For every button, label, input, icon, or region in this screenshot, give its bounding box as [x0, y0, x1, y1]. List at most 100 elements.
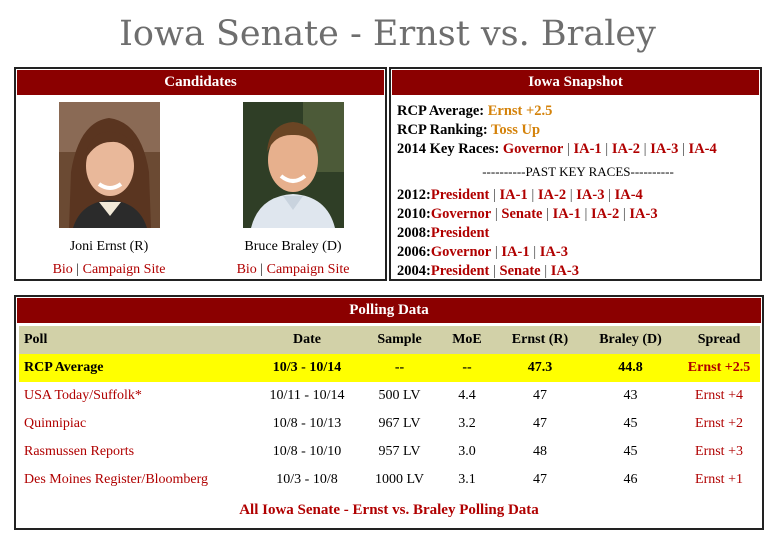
- poll-row: Rasmussen Reports 10/8 - 10/10 957 LV 3.0 48…: [19, 438, 760, 466]
- race-separator: |: [540, 263, 551, 279]
- race-link-key-ia-2[interactable]: IA-2: [611, 141, 641, 157]
- bio-link-braley[interactable]: Bio: [236, 262, 257, 277]
- race-link-ia-2[interactable]: IA-2: [537, 187, 567, 203]
- race-link-ia-3[interactable]: IA-3: [629, 206, 658, 222]
- poll-cell-date: 10/8 - 10/10: [272, 444, 342, 459]
- race-link-ia-1[interactable]: IA-1: [501, 244, 530, 260]
- race-link-ia-3[interactable]: IA-3: [550, 263, 579, 279]
- bio-link-ernst[interactable]: Bio: [52, 262, 73, 277]
- col-sample: Sample: [362, 326, 437, 354]
- race-link-key-governor[interactable]: Governor: [502, 141, 564, 157]
- poll-cell-braley: 43: [623, 388, 638, 403]
- poll-cell-spread: Ernst +4: [695, 388, 743, 403]
- poll-cell-date: 10/8 - 10/13: [272, 416, 342, 431]
- race-link-ia-1[interactable]: IA-1: [552, 206, 581, 222]
- key-races-links: Governor | IA-1 | IA-2 | IA-3 | IA-4: [503, 141, 717, 157]
- race-separator: |: [678, 141, 689, 157]
- poll-cell-sample: 1000 LV: [375, 472, 424, 487]
- candidate-braley: Bruce Braley (D) Bio | Campaign Site: [213, 102, 373, 278]
- poll-cell-poll[interactable]: Rasmussen Reports: [24, 444, 135, 459]
- poll-cell-moe: 3.1: [458, 472, 476, 487]
- race-separator: |: [619, 206, 630, 222]
- race-link-governor[interactable]: Governor: [430, 206, 492, 222]
- race-link-key-ia-3[interactable]: IA-3: [650, 141, 679, 157]
- race-separator: |: [604, 187, 615, 203]
- link-separator: |: [72, 262, 83, 277]
- col-poll: Poll: [19, 326, 252, 354]
- snapshot-body: RCP Average: Ernst +2.5 RCP Ranking: Tos…: [397, 102, 759, 281]
- poll-cell-date: 10/3 - 10/14: [252, 354, 362, 382]
- race-link-key-ia-1[interactable]: IA-1: [573, 141, 602, 157]
- poll-cell-ernst: 47: [533, 416, 547, 431]
- race-link-president[interactable]: President: [430, 225, 490, 241]
- race-link-ia-4[interactable]: IA-4: [614, 187, 643, 203]
- past-races-row: 2012:President | IA-1 | IA-2 | IA-3 | IA…: [397, 186, 759, 205]
- campaign-site-link-ernst[interactable]: Campaign Site: [82, 262, 166, 277]
- race-separator: |: [527, 187, 538, 203]
- race-separator: |: [489, 263, 500, 279]
- poll-cell-poll[interactable]: Quinnipiac: [24, 416, 87, 431]
- past-key-races-divider: ----------PAST KEY RACES----------: [482, 164, 674, 179]
- poll-cell-sample: --: [362, 354, 437, 382]
- rcp-ranking-value: Toss Up: [491, 122, 541, 138]
- poll-cell-sample: 500 LV: [378, 388, 421, 403]
- key-races-label: 2014 Key Races:: [397, 141, 500, 157]
- poll-cell-date: 10/3 - 10/8: [276, 472, 338, 487]
- race-link-president[interactable]: President: [430, 263, 490, 279]
- poll-cell-poll[interactable]: Des Moines Register/Bloomberg: [24, 472, 209, 487]
- polling-header: Polling Data: [17, 298, 761, 323]
- race-link-president[interactable]: President: [430, 187, 490, 203]
- race-separator: |: [580, 206, 592, 222]
- poll-cell-sample: 957 LV: [378, 444, 421, 459]
- candidate-photo-ernst: [58, 102, 160, 228]
- rcp-average-value: Ernst +2.5: [487, 103, 553, 119]
- race-link-ia-3[interactable]: IA-3: [539, 244, 568, 260]
- past-race-links: President | IA-1 | IA-2 | IA-3 | IA-4: [431, 187, 643, 203]
- campaign-site-link-braley[interactable]: Campaign Site: [266, 262, 350, 277]
- poll-row: Des Moines Register/Bloomberg 10/3 - 10/8…: [19, 466, 760, 494]
- poll-row: Quinnipiac 10/8 - 10/13 967 LV 3.2 47 45 Ernst…: [19, 410, 760, 438]
- race-separator: |: [566, 187, 577, 203]
- past-races-list: 2012:President | IA-1 | IA-2 | IA-3 | IA…: [397, 186, 759, 281]
- candidates-header: Candidates: [17, 70, 384, 95]
- col-moe: MoE: [437, 326, 497, 354]
- poll-cell-moe: 3.0: [458, 444, 476, 459]
- race-link-governor[interactable]: Governor: [430, 244, 492, 260]
- race-link-ia-2[interactable]: IA-2: [591, 206, 620, 222]
- poll-cell-poll: RCP Average: [19, 354, 252, 382]
- race-separator: |: [563, 141, 574, 157]
- past-race-year: 2008:: [397, 225, 431, 241]
- rcp-average-label: RCP Average:: [397, 103, 485, 119]
- poll-cell-braley: 44.8: [583, 354, 678, 382]
- race-separator: |: [491, 244, 502, 260]
- poll-cell-sample: 967 LV: [378, 416, 421, 431]
- race-link-ia-1[interactable]: IA-1: [499, 187, 528, 203]
- snapshot-panel: Iowa Snapshot RCP Average: Ernst +2.5 RC…: [389, 67, 762, 281]
- past-race-year: 2006:: [397, 244, 431, 260]
- race-link-ia-3[interactable]: IA-3: [576, 187, 605, 203]
- race-link-senate[interactable]: Senate: [499, 263, 541, 279]
- rcp-ranking-row: RCP Ranking: Toss Up: [397, 121, 759, 140]
- poll-cell-poll[interactable]: USA Today/Suffolk*: [24, 388, 142, 403]
- poll-cell-braley: 45: [623, 444, 638, 459]
- polling-table: Poll Date Sample MoE Ernst (R) Braley (D…: [19, 326, 760, 494]
- candidate-links-braley: Bio | Campaign Site: [213, 262, 373, 278]
- past-races-row: 2004:President | Senate | IA-3: [397, 262, 759, 281]
- past-race-year: 2012:: [397, 187, 431, 203]
- past-race-links: President: [431, 225, 490, 241]
- candidate-photo-braley: [242, 102, 344, 228]
- race-link-senate[interactable]: Senate: [501, 206, 543, 222]
- poll-cell-date: 10/11 - 10/14: [269, 388, 345, 403]
- all-polling-data-link[interactable]: All Iowa Senate - Ernst vs. Braley Polli…: [239, 502, 539, 518]
- race-separator: |: [601, 141, 612, 157]
- poll-cell-moe: 4.4: [458, 388, 476, 403]
- past-race-year: 2010:: [397, 206, 431, 222]
- past-races-row: 2008:President: [397, 224, 759, 243]
- past-race-year: 2004:: [397, 263, 431, 279]
- poll-cell-spread: Ernst +3: [695, 444, 743, 459]
- race-separator: |: [529, 244, 540, 260]
- race-separator: |: [491, 206, 502, 222]
- poll-row: USA Today/Suffolk* 10/11 - 10/14 500 LV 4.4…: [19, 382, 760, 410]
- race-link-key-ia-4[interactable]: IA-4: [688, 141, 717, 157]
- poll-cell-moe: 3.2: [458, 416, 476, 431]
